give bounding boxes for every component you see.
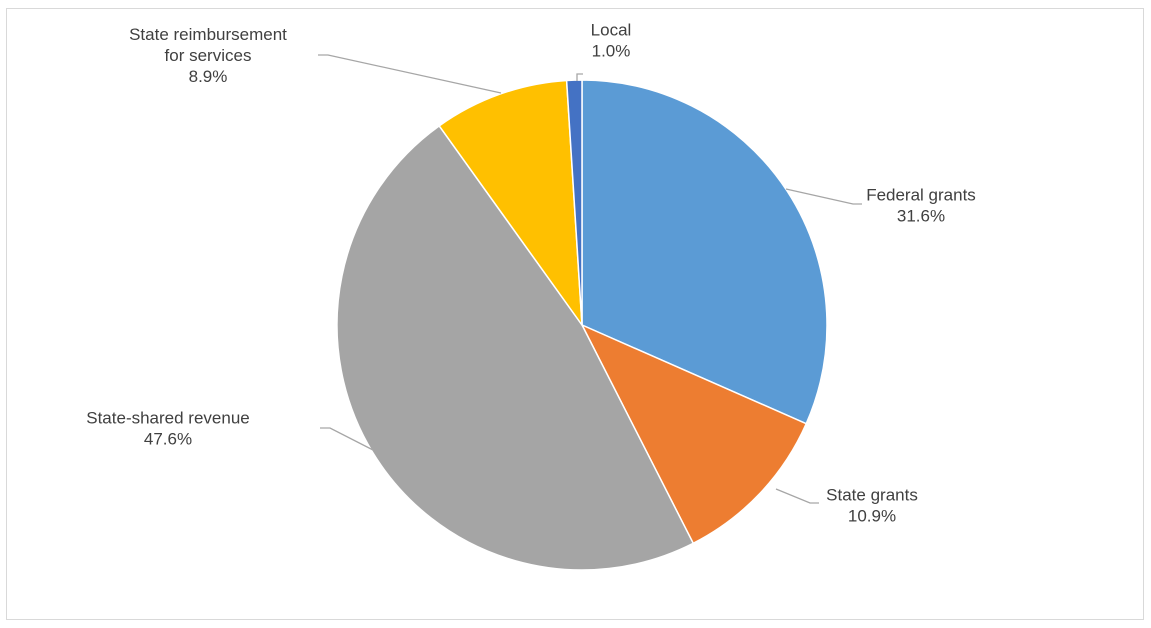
data-label-federal-grants: Federal grants 31.6% — [866, 186, 976, 226]
pie-slice-federal-grants — [581, 79, 828, 425]
data-label-percent: 8.9% — [189, 67, 228, 86]
data-label-state-reimbursement-for-services: State reimbursement for services 8.9% — [129, 25, 287, 86]
leader-line-state-shared-revenue — [320, 427, 374, 451]
leader-line-federal-grants — [785, 188, 862, 205]
pie-slice-state-reimbursement-for-services — [438, 79, 583, 328]
data-label-category: for services — [165, 46, 252, 65]
data-label-percent: 10.9% — [848, 507, 896, 526]
data-label-category: State grants — [826, 486, 918, 505]
pie-slice-local — [565, 79, 583, 326]
data-label-state-grants: State grants 10.9% — [826, 486, 918, 526]
data-label-category: State-shared revenue — [86, 409, 250, 428]
data-label-state-shared-revenue: State-shared revenue 47.6% — [86, 409, 250, 449]
data-label-category: State reimbursement — [129, 25, 287, 44]
data-label-local: Local 1.0% — [591, 21, 632, 61]
data-label-percent: 1.0% — [592, 42, 631, 61]
leader-line-local — [576, 73, 583, 81]
data-label-percent: 31.6% — [897, 207, 945, 226]
data-label-category: Federal grants — [866, 186, 976, 205]
pie-slice-state-grants — [580, 323, 808, 545]
leader-line-state-grants — [775, 488, 819, 504]
data-label-category: Local — [591, 21, 632, 40]
leader-line-state-reimbursement-for-services — [318, 54, 502, 94]
pie-slice-state-shared-revenue — [336, 124, 695, 571]
data-label-percent: 47.6% — [144, 430, 192, 449]
